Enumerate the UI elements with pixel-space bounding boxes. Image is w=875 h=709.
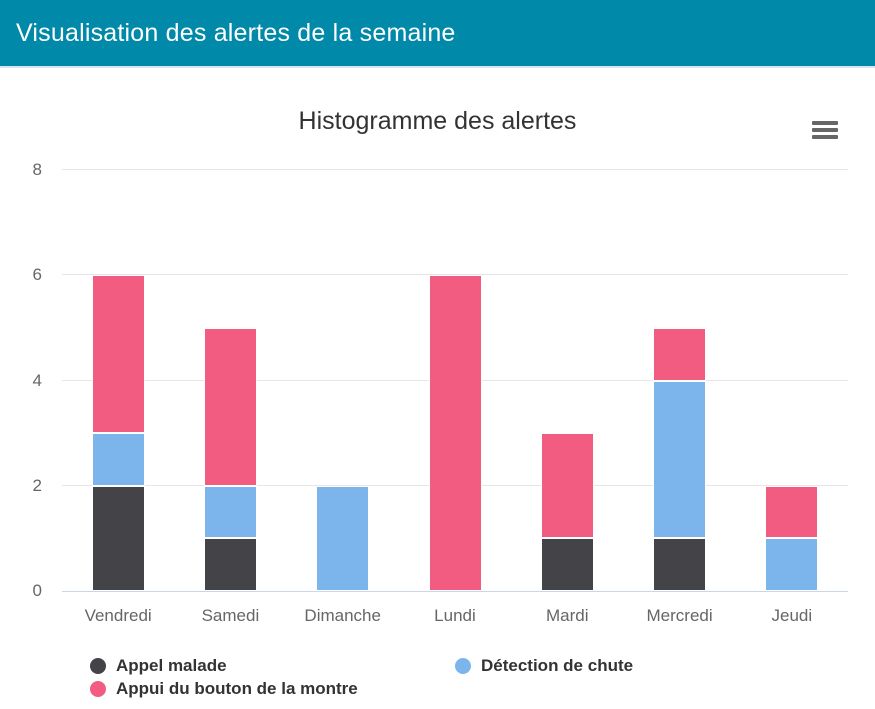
hamburger-bar (812, 135, 838, 139)
legend-item-appui-du-bouton[interactable]: Appui du bouton de la montre (90, 677, 455, 700)
hamburger-bar (812, 121, 838, 125)
legend-label: Appel malade (116, 655, 227, 675)
y-axis-tick-label: 6 (32, 265, 42, 285)
legend-dot (90, 680, 106, 697)
x-axis-tick-label: Dimanche (304, 606, 381, 625)
chart-title: Histogramme des alertes (298, 107, 577, 135)
x-axis-tick-label: Vendredi (84, 606, 152, 625)
legend-item-detection-de-chute[interactable]: Détection de chute (455, 654, 830, 677)
bar-segment[interactable] (203, 538, 257, 591)
bar-segment[interactable] (765, 538, 819, 591)
x-axis-line (62, 591, 848, 592)
chart-legend: Appel malade Détection de chute Appui du… (90, 654, 830, 700)
y-axis-tick-label: 0 (32, 581, 42, 600)
bar-segment[interactable] (203, 485, 257, 539)
bar-segment[interactable] (653, 327, 707, 381)
bar-segment[interactable] (653, 380, 707, 539)
plot-area: 0 2 4 6 8 Vendredi Samedi Dimanche Lundi Mardi Mer… (33, 160, 848, 625)
bar-segment[interactable] (765, 485, 819, 539)
bar-segment[interactable] (91, 275, 145, 434)
x-axis-tick-label: Mardi (546, 606, 589, 625)
bar-segment[interactable] (91, 485, 145, 591)
legend-dot (90, 657, 106, 674)
gridline (62, 169, 848, 170)
bar-segment[interactable] (540, 538, 594, 591)
x-axis-tick-label: Samedi (201, 606, 260, 625)
x-axis-tick-label: Mercredi (646, 606, 713, 625)
bar-segment[interactable] (316, 485, 370, 591)
bar-segment[interactable] (540, 433, 594, 539)
legend-item-appel-malade[interactable]: Appel malade (90, 654, 455, 677)
y-axis-tick-label: 2 (32, 475, 42, 495)
y-axis-tick-label: 8 (32, 160, 42, 179)
header-bar: Visualisation des alertes de la semaine (0, 0, 875, 68)
legend-dot (455, 657, 471, 674)
page-title: Visualisation des alertes de la semaine (16, 18, 456, 47)
x-axis-tick-label: Jeudi (771, 606, 813, 625)
legend-label: Détection de chute (481, 655, 634, 675)
hamburger-menu-icon[interactable] (812, 116, 839, 144)
legend-label: Appui du bouton de la montre (116, 678, 358, 698)
bar-segment[interactable] (653, 538, 707, 591)
bar-segment[interactable] (203, 327, 257, 486)
bar-segment[interactable] (91, 433, 145, 486)
hamburger-bar (812, 128, 838, 132)
x-axis-tick-label: Lundi (434, 606, 476, 625)
y-axis-tick-label: 4 (32, 370, 42, 390)
bar-segment[interactable] (428, 275, 482, 591)
gridline (62, 274, 848, 276)
